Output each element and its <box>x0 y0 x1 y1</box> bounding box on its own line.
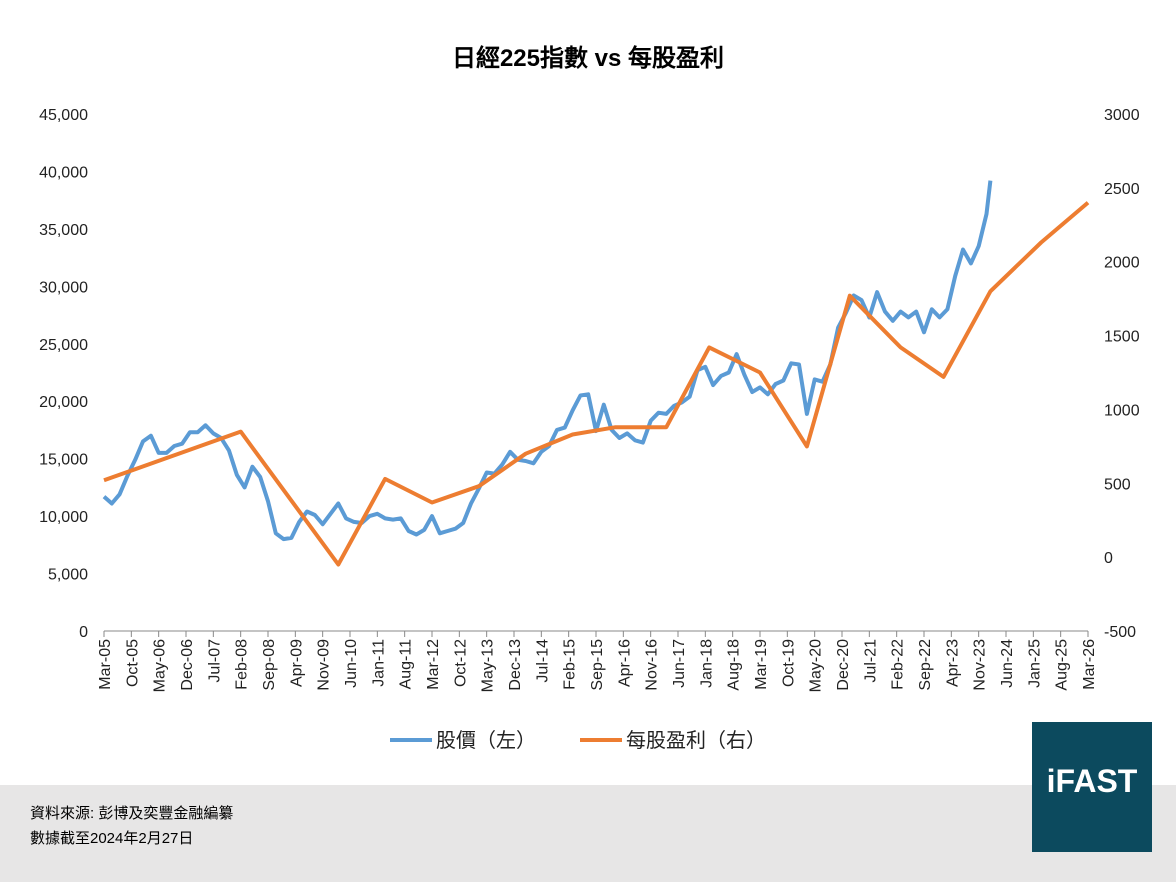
y2-tick-label: 1000 <box>1104 402 1140 419</box>
x-tick-label: Oct-05 <box>124 639 141 687</box>
y2-tick-label: 2500 <box>1104 181 1140 198</box>
x-tick-label: Apr-16 <box>616 639 633 687</box>
x-tick-label: May-20 <box>808 639 825 692</box>
legend-label: 股價（左） <box>436 729 536 752</box>
x-tick-label: Feb-22 <box>890 639 907 690</box>
x-tick-label: Mar-12 <box>425 639 442 690</box>
x-tick-label: Aug-18 <box>726 639 743 691</box>
y-tick-label: 40,000 <box>39 164 88 181</box>
footer-band <box>0 785 1176 882</box>
y-tick-label: 15,000 <box>39 452 88 469</box>
y-tick-label: 35,000 <box>39 222 88 239</box>
logo-box <box>1032 722 1152 852</box>
y2-tick-label: 500 <box>1104 476 1131 493</box>
series-line <box>102 180 993 542</box>
x-tick-label: Mar-05 <box>97 639 114 690</box>
x-tick-label: Oct-12 <box>452 639 469 687</box>
x-tick-label: Mar-26 <box>1081 639 1098 690</box>
source: 資料來源: 彭博及奕豐金融編纂 <box>30 804 233 822</box>
logo: iFAST <box>1047 763 1138 799</box>
x-tick-label: Dec-13 <box>507 639 524 691</box>
x-tick-label: Jul-21 <box>862 639 879 683</box>
x-tick-label: Apr-09 <box>288 639 305 687</box>
x-tick-label: Jun-17 <box>671 639 688 688</box>
x-tick-label: Mar-19 <box>753 639 770 690</box>
x-tick-label: May-06 <box>152 639 169 692</box>
x-tick-label: Sep-22 <box>917 639 934 691</box>
y2-tick-label: -500 <box>1104 624 1136 641</box>
y-tick-label: 10,000 <box>39 509 88 526</box>
y-tick-label: 30,000 <box>39 279 88 296</box>
x-tick-label: Apr-23 <box>944 639 961 687</box>
y2-tick-label: 2000 <box>1104 255 1140 272</box>
y-tick-label: 45,000 <box>39 107 88 124</box>
x-tick-label: Feb-08 <box>234 639 251 690</box>
x-tick-label: Nov-23 <box>972 639 989 691</box>
x-tick-label: Dec-20 <box>835 639 852 691</box>
x-tick-label: Sep-08 <box>261 639 278 691</box>
chart-title: 日經225指數 vs 每股盈利 <box>452 44 724 72</box>
x-tick-label: Sep-15 <box>589 639 606 691</box>
x-tick-label: Jan-25 <box>1026 639 1043 688</box>
legend-label: 每股盈利（右） <box>626 729 766 752</box>
y2-tick-label: 3000 <box>1104 107 1140 124</box>
x-tick-label: Oct-19 <box>780 639 797 687</box>
x-tick-label: Nov-09 <box>316 639 333 691</box>
x-tick-label: Jul-14 <box>534 639 551 683</box>
y-tick-label: 0 <box>79 624 88 641</box>
y-tick-label: 5,000 <box>48 567 88 584</box>
x-tick-label: Aug-25 <box>1054 639 1071 691</box>
y2-tick-label: 1500 <box>1104 329 1140 346</box>
x-tick-label: Nov-16 <box>644 639 661 691</box>
x-tick-label: Jan-11 <box>370 639 387 687</box>
y2-tick-label: 0 <box>1104 550 1113 567</box>
x-tick-label: Dec-06 <box>179 639 196 691</box>
series-line <box>103 201 1090 567</box>
y-tick-label: 20,000 <box>39 394 88 411</box>
x-tick-label: Jun-10 <box>343 639 360 688</box>
x-tick-label: Jan-18 <box>698 639 715 688</box>
x-tick-label: Jun-24 <box>999 639 1016 688</box>
y-tick-label: 25,000 <box>39 337 88 354</box>
x-tick-label: Aug-11 <box>398 639 415 690</box>
x-tick-label: Feb-15 <box>562 639 579 690</box>
note: 數據截至2024年2月27日 <box>30 830 193 847</box>
x-tick-label: Jul-07 <box>206 639 223 683</box>
x-tick-label: May-13 <box>480 639 497 692</box>
